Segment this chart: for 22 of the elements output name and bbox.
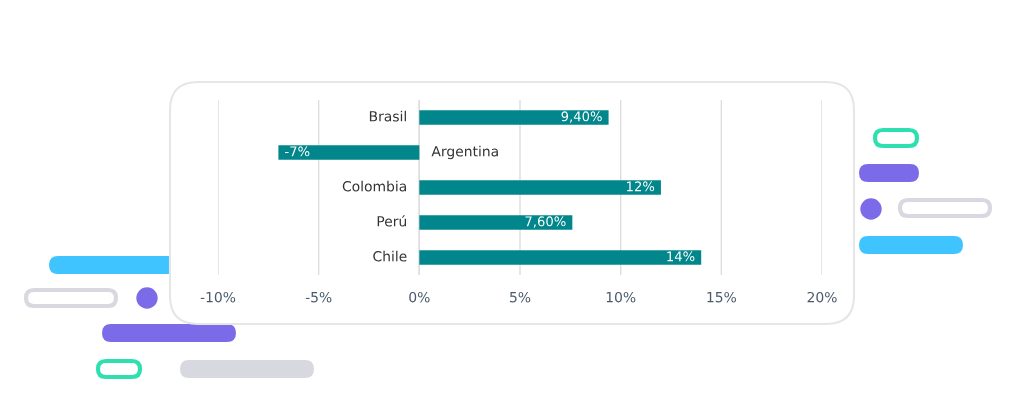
data-label: -7% — [285, 146, 310, 157]
data-label: 14% — [667, 251, 695, 262]
bar — [419, 215, 573, 230]
x-tick-label: -10% — [200, 291, 236, 303]
x-tick-label: 0% — [409, 291, 430, 303]
y-tick-label: Argentina — [431, 145, 498, 160]
y-tick-label: Chile — [373, 250, 407, 262]
x-tick-label: -5% — [305, 291, 332, 303]
data-label: 7,60% — [525, 216, 566, 228]
bar — [419, 250, 702, 265]
x-tick-label: 15% — [707, 291, 736, 303]
x-tick-label: 10% — [606, 291, 636, 303]
y-tick-label: Colombia — [342, 180, 406, 192]
y-tick-label: Brasil — [369, 110, 406, 122]
data-label: 9,40% — [561, 111, 602, 123]
x-tick-label: 5% — [510, 291, 531, 303]
bar — [419, 110, 609, 125]
bar — [419, 180, 661, 195]
data-label: 12% — [627, 181, 655, 192]
bar — [278, 145, 420, 160]
x-tick-label: 20% — [807, 291, 837, 303]
y-tick-label: Perú — [377, 215, 406, 227]
